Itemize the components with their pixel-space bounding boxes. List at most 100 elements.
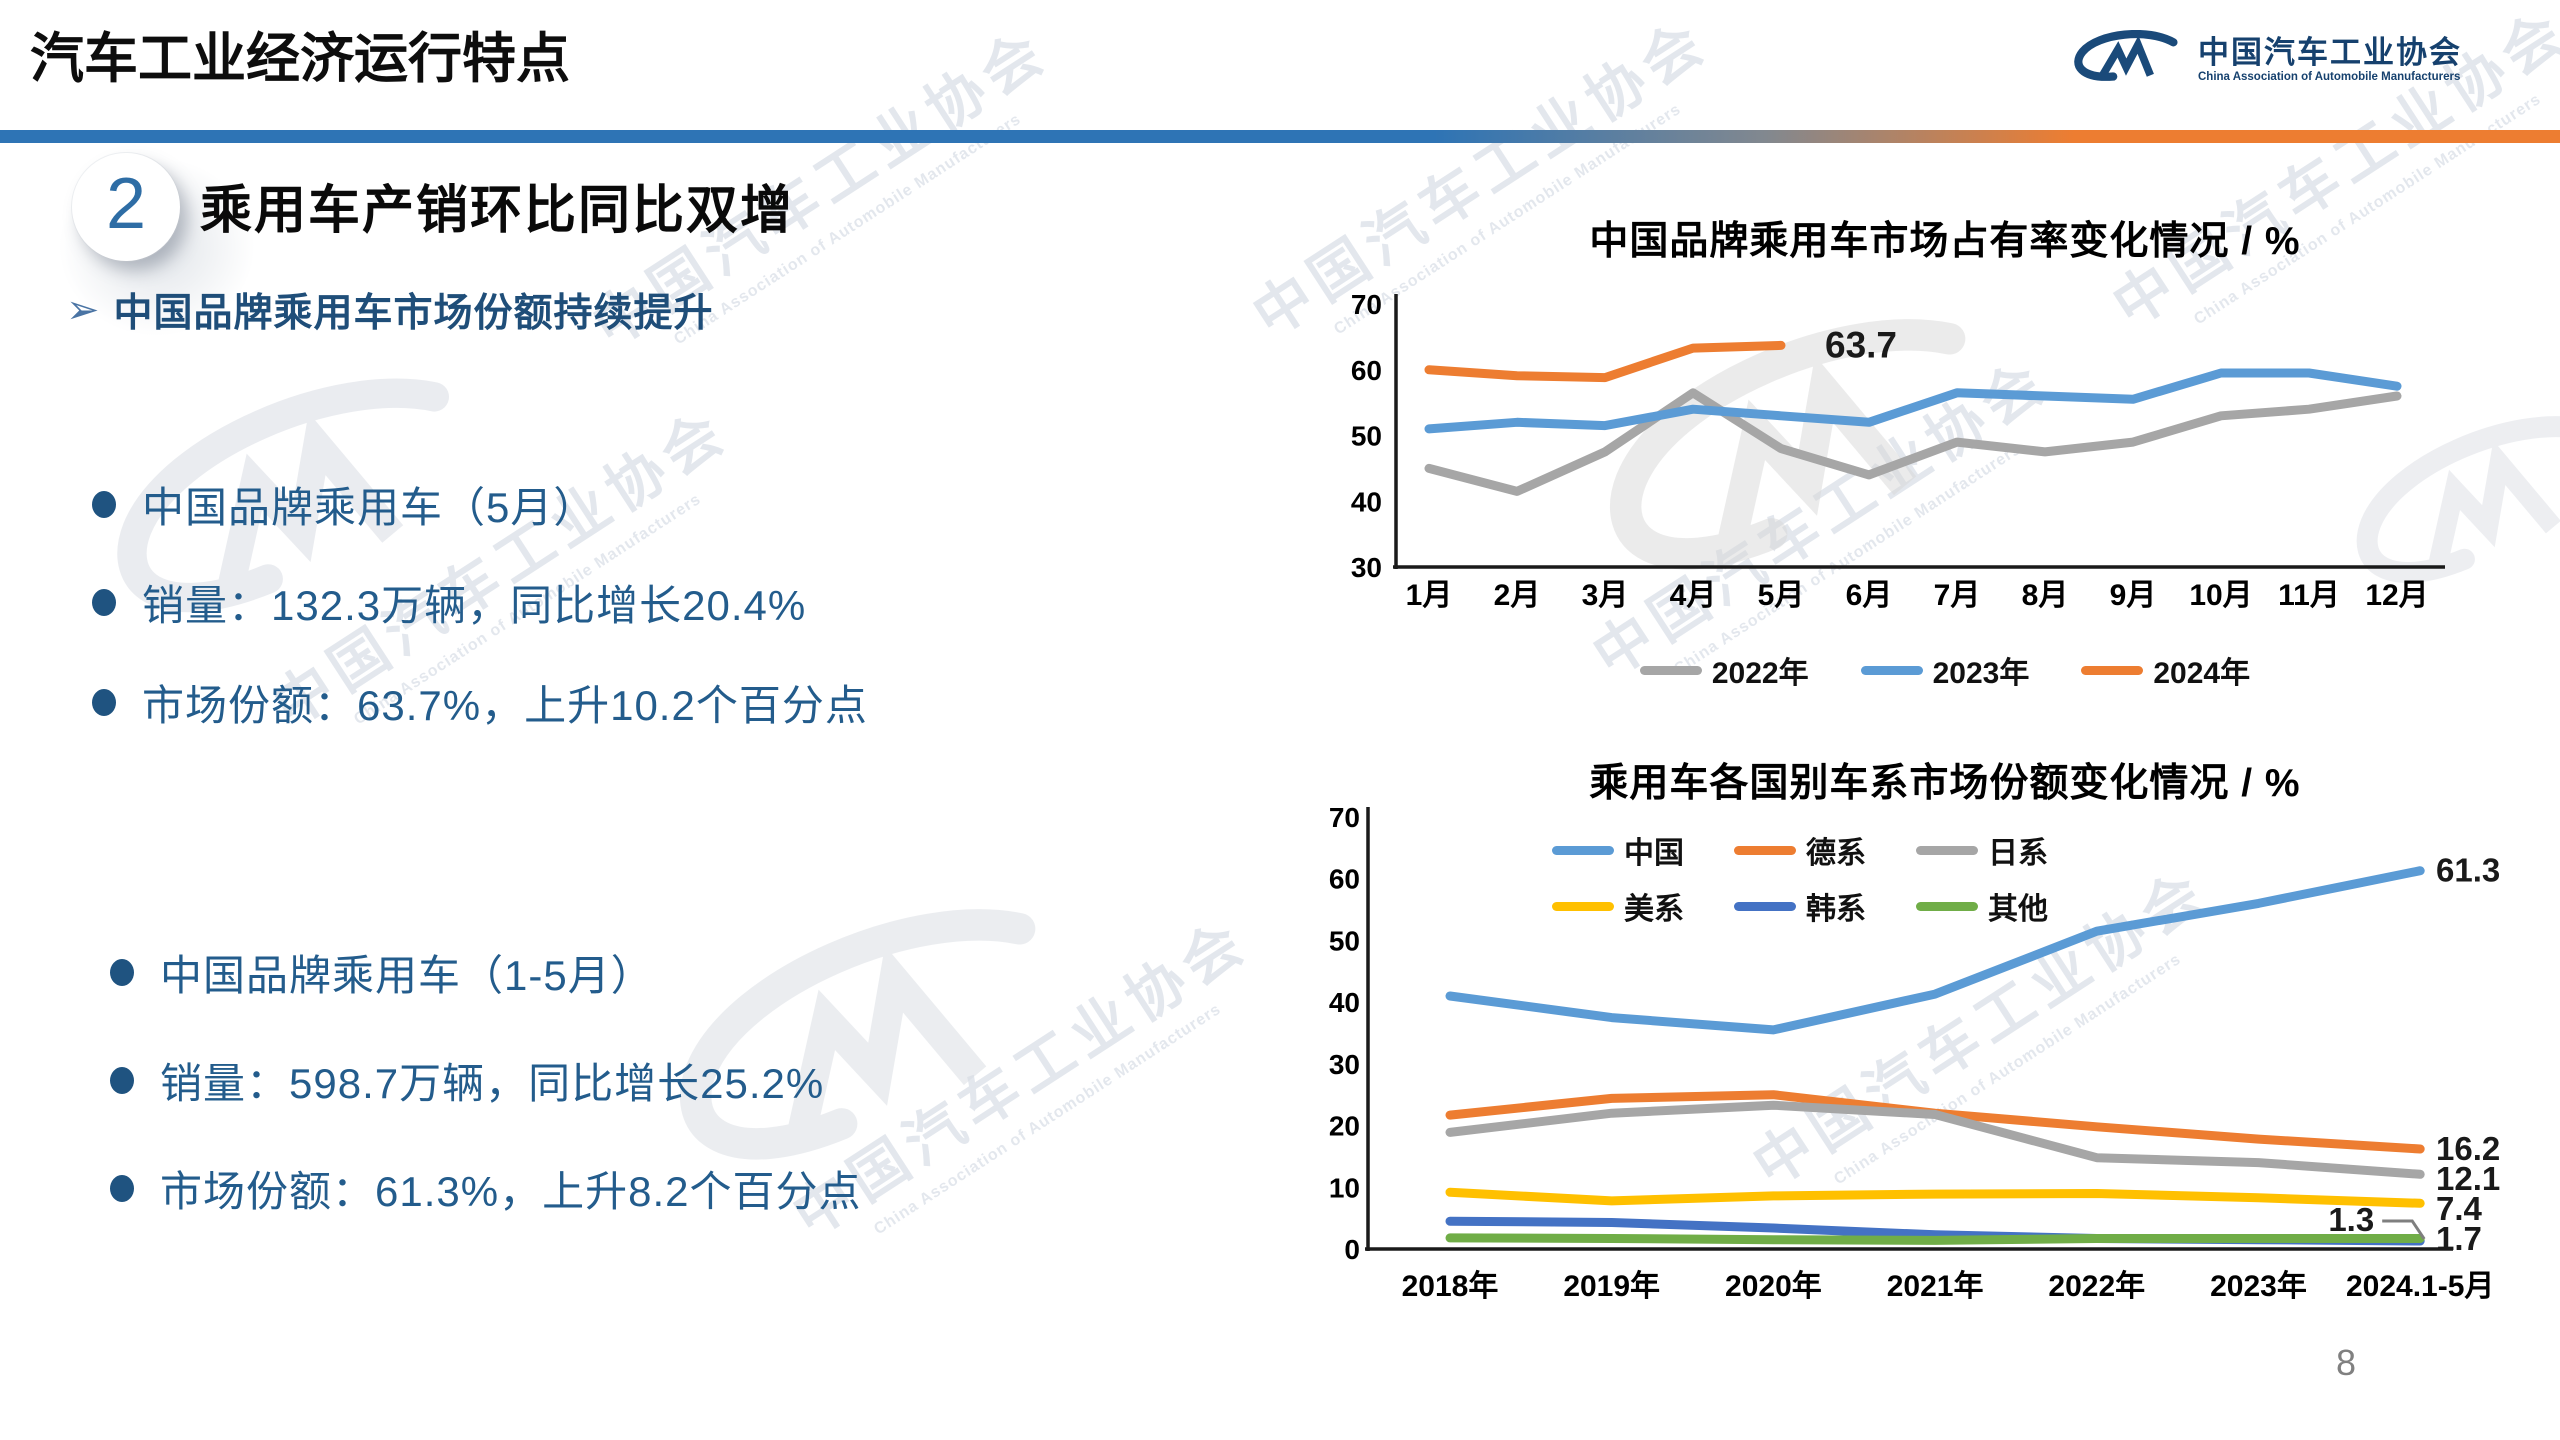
legend-swatch-icon [1734,845,1796,855]
y-tick-label: 40 [1351,486,1382,517]
bullet-item: 销量：132.3万辆，同比增长20.4% [92,572,806,633]
x-tick-label: 2022年 [2048,1270,2145,1303]
x-tick-label: 2019年 [1563,1270,1660,1303]
arrow-bullet-icon: ➢ [66,288,100,332]
chart1-title: 中国品牌乘用车市场占有率变化情况 / % [1589,220,2301,263]
x-tick-label: 3月 [1582,579,1629,612]
x-tick-label: 2023年 [2210,1270,2307,1303]
bullet-item: 市场份额：61.3%，上升8.2个百分点 [110,1158,861,1219]
section-heading: 乘用车产销环比同比双增 [200,182,795,240]
bullet-dot-icon [110,1067,134,1094]
value-label-中国: 61.3 [2436,852,2500,889]
legend-swatch-icon [1860,665,1923,675]
x-tick-label: 4月 [1670,579,1717,612]
bullet-dot-icon [110,959,134,986]
y-tick-label: 50 [1329,925,1360,956]
bullet-dot-icon [92,589,116,616]
bullet-item: 销量：598.7万辆，同比增长25.2% [110,1050,824,1111]
legend-label: 德系 [1806,837,1866,870]
bullet-dot-icon [92,491,116,518]
legend-swatch-icon [1639,665,1702,675]
legend-swatch-icon [1734,901,1796,911]
x-tick-label: 9月 [2110,579,2157,612]
section-number-badge: 2 [72,153,180,261]
value-label-其他: 1.7 [2436,1220,2482,1257]
caam-logo: 中国汽车工业协会 China Association of Automobile… [2066,30,2462,90]
market-share-by-month-chart: 30 40 50 60 70 1月 2月 3月 4月 5月 6月 7月 8月 9月 10月 11月 12月 63.… [1351,289,2445,612]
bullet-dot-icon [92,689,116,716]
legend-item-韩系: 韩系 [1734,884,1916,928]
subpoint-text: 中国品牌乘用车市场份额持续提升 [113,292,714,335]
series-line-美系 [1445,1187,2425,1208]
x-tick-label: 5月 [1758,579,1805,612]
caam-logo-text: 中国汽车工业协会 China Association of Automobile… [2198,34,2462,85]
legend-swatch-icon [1552,901,1614,911]
legend-item-美系: 美系 [1552,884,1734,928]
x-tick-label: 2018年 [1402,1270,1499,1303]
bullet-dot-icon [110,1175,134,1202]
y-tick-label: 70 [1351,289,1382,320]
section-number: 2 [105,164,147,244]
y-tick-label: 60 [1329,864,1360,895]
page-number: 8 [2336,1342,2357,1383]
x-tick-label: 12月 [2365,579,2428,612]
y-tick-label: 10 [1329,1172,1360,1203]
series-line-日系 [1445,1100,2425,1179]
legend-swatch-icon [1916,901,1978,911]
x-tick-label: 2021年 [1887,1270,1984,1303]
x-tick-label: 6月 [1846,579,1893,612]
legend-item-德系: 德系 [1734,828,1916,872]
y-tick-label: 50 [1351,421,1382,452]
legend-item-其他: 其他 [1916,884,2098,928]
x-tick-label: 2月 [1494,579,1541,612]
y-tick-label: 30 [1329,1049,1360,1080]
legend-swatch-icon [2081,665,2144,675]
y-tick-label: 0 [1344,1234,1360,1265]
legend-label: 2023年 [1932,657,2030,690]
legend-swatch-icon [1552,845,1614,855]
x-tick-label: 1月 [1406,579,1453,612]
value-label-美系: 7.4 [2436,1190,2483,1227]
x-tick-label: 10月 [2189,579,2252,612]
chart2-legend: 中国 德系 日系美系 韩系 其他 [1552,828,2098,928]
legend-label: 日系 [1988,837,2048,870]
legend-label: 韩系 [1806,893,1866,926]
bullet-item: 中国品牌乘用车（5月） [92,474,596,535]
title-divider [0,130,2560,143]
x-tick-label: 7月 [1934,579,1981,612]
series-line-中国 [1445,866,2425,1035]
series-line-2024年 [1424,340,1786,383]
value-label-韩系: 1.3 [2328,1201,2374,1238]
caam-logo-en: China Association of Automobile Manufact… [2198,70,2461,83]
chart1-legend: 2022年 2023年 2024年 [1330,648,2560,692]
x-tick-label: 2020年 [1725,1270,1822,1303]
legend-label: 中国 [1624,837,1684,870]
legend-label: 2022年 [1711,657,1809,690]
x-tick-label: 8月 [2022,579,2069,612]
legend-item-2023年: 2023年 [1860,648,2030,692]
section-subpoint: ➢ 中国品牌乘用车市场份额持续提升 [66,282,714,338]
legend-label: 2024年 [2153,657,2251,690]
share-by-country-chart: 0 10 20 30 40 50 60 70 2018年 2019年 2020年 2021年 2022年… [1329,802,2500,1303]
chart2-title: 乘用车各国别车系市场份额变化情况 / % [1589,762,2301,805]
legend-item-中国: 中国 [1552,828,1734,872]
y-tick-label: 30 [1351,552,1382,583]
y-tick-label: 20 [1329,1111,1360,1142]
bullet-item: 市场份额：63.7%，上升10.2个百分点 [92,672,868,733]
page-title: 汽车工业经济运行特点 [30,29,570,89]
caam-logo-cn: 中国汽车工业协会 [2198,34,2462,70]
bullet-item: 中国品牌乘用车（1-5月） [110,942,654,1003]
x-tick-label: 2024.1-5月 [2346,1270,2494,1303]
legend-swatch-icon [1916,845,1978,855]
series-line-德系 [1445,1090,2425,1154]
x-tick-label: 11月 [2278,579,2340,612]
y-tick-label: 70 [1329,802,1360,833]
callout-line [2382,1219,2426,1240]
value-label-2024年: 63.7 [1825,324,1897,365]
y-tick-label: 60 [1351,355,1382,386]
legend-item-2024年: 2024年 [2081,648,2250,692]
legend-item-日系: 日系 [1916,828,2098,872]
legend-label: 其他 [1988,893,2048,926]
y-tick-label: 40 [1329,987,1360,1018]
